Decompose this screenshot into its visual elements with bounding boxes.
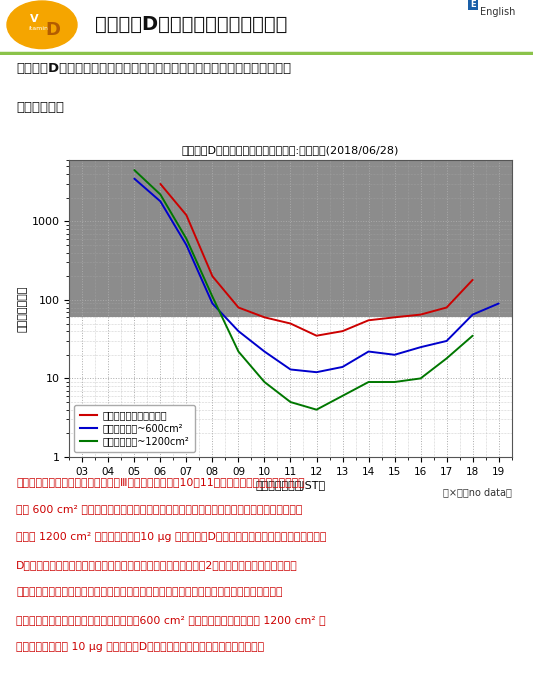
Y-axis label: 照射時間（分）: 照射時間（分） [18, 286, 27, 331]
Text: した場合の体内で 10 μg のビタミンDを生成する時間も同時に示しています。: した場合の体内で 10 μg のビタミンDを生成する時間も同時に示しています。 [16, 642, 264, 653]
Text: V: V [30, 14, 38, 24]
Ellipse shape [7, 1, 77, 48]
Title: ビタミンD生成・紅斑紫外線照射時間:つくば局(2018/06/28): ビタミンD生成・紅斑紫外線照射時間:つくば局(2018/06/28) [182, 145, 399, 155]
X-axis label: 日本標準時間（JST）: 日本標準時間（JST） [255, 481, 326, 491]
Text: だけでなく、腕、足など露出した肌の面積を広げることによって必要な時間を短縮すること: だけでなく、腕、足など露出した肌の面積を広げることによって必要な時間を短縮するこ… [16, 587, 282, 597]
Text: English: English [480, 7, 515, 17]
Text: D: D [45, 20, 60, 39]
Text: itamin: itamin [28, 27, 48, 31]
Text: する 600 cm² の皮膚を天空に向けたときに、さらに腕、足などを露出・照射し、その皮膚: する 600 cm² の皮膚を天空に向けたときに、さらに腕、足などを露出・照射し… [16, 505, 302, 514]
Bar [69, 160, 512, 317]
Bar [69, 317, 512, 457]
Text: ビタミンD生成・紅斑紫外線量情報: ビタミンD生成・紅斑紫外線量情報 [95, 15, 287, 34]
Text: （×印：no data）: （×印：no data） [443, 488, 512, 497]
FancyBboxPatch shape [468, 0, 478, 10]
Text: E: E [470, 1, 476, 10]
Text: 面積を 1200 cm² としたときに、10 μg のビタミンD量を必要とした場合に、そのビタミン: 面積を 1200 cm² としたときに、10 μg のビタミンD量を必要とした場… [16, 532, 326, 542]
Text: ビタミンD生成に必要な紫外線照射時間と人体に有害となる紫外線照射時間: ビタミンD生成に必要な紫外線照射時間と人体に有害となる紫外線照射時間 [16, 62, 291, 75]
Text: （つくば局）: （つくば局） [16, 102, 64, 115]
Legend: 最少紅斑紫外線照射時間, ＶＤ生成時間~600cm², ＶＤ生成時間~1200cm²: 最少紅斑紫外線照射時間, ＶＤ生成時間~600cm², ＶＤ生成時間~1200c… [74, 404, 195, 452]
Text: 日本人のスキンタイプを国際標準のⅢと仮定して（文献10、11）、顔と両手の甲の面積に相当: 日本人のスキンタイプを国際標準のⅢと仮定して（文献10、11）、顔と両手の甲の面… [16, 477, 305, 487]
Text: D量を生成するために必要な時間を求めることができます（文献2）。この時間は顔と手の両甲: D量を生成するために必要な時間を求めることができます（文献2）。この時間は顔と手… [16, 559, 298, 569]
Text: ができます。このグラフは顔と両手の甲、600 cm² に加えて肌の露出部分を 1200 cm² と: ができます。このグラフは顔と両手の甲、600 cm² に加えて肌の露出部分を 1… [16, 615, 326, 625]
